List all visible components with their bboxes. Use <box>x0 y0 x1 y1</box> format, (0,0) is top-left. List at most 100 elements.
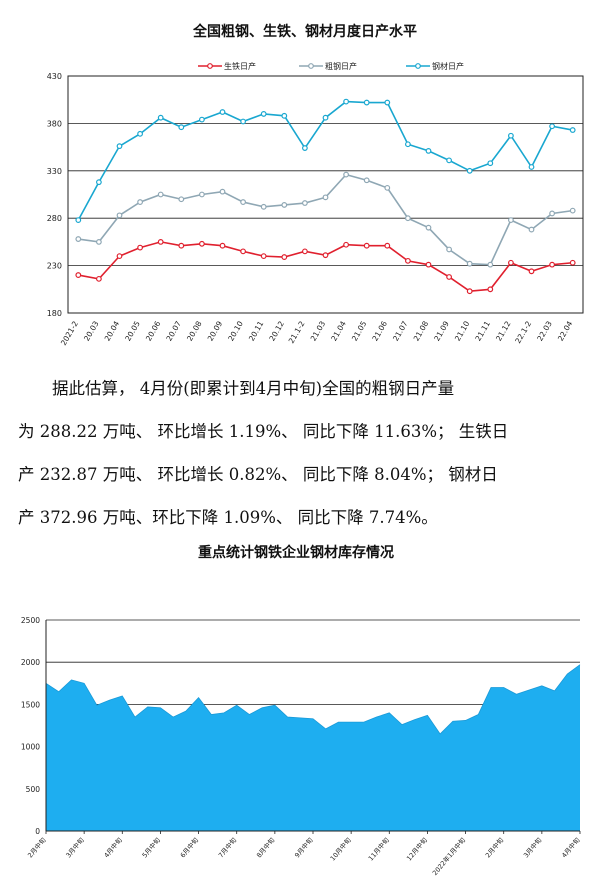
x-tick-label: 20.12 <box>267 319 286 342</box>
legend-label: 生铁日产 <box>224 61 256 71</box>
data-point <box>487 286 494 293</box>
chart-area-series <box>45 664 581 831</box>
analysis-paragraph: 据此估算， 4月份(即累计到4月中旬)全国的粗钢日产量 为 288.22 万吨、… <box>18 367 588 539</box>
data-point <box>528 268 535 275</box>
data-point <box>446 246 453 253</box>
x-tick-label: 20.07 <box>164 319 183 342</box>
x-tick-label: 12月中旬 <box>404 835 429 862</box>
data-point <box>343 98 350 105</box>
x-tick-label: 4月中旬 <box>102 835 124 859</box>
y-tick-label: 180 <box>47 309 62 318</box>
data-point <box>425 224 432 231</box>
x-tick-label: 21.04 <box>329 319 348 342</box>
data-point <box>281 254 288 260</box>
legend-marker <box>308 63 314 69</box>
data-point <box>569 127 576 133</box>
x-tick-label: 20.11 <box>247 319 266 342</box>
data-point <box>240 118 247 125</box>
data-point <box>75 272 82 278</box>
x-tick-label: 2月中旬 <box>483 835 505 859</box>
x-tick-label: 21.05 <box>350 319 369 342</box>
paragraph-line: 为 288.22 万吨、 环比增长 1.19%、 同比下降 11.63%； 生铁… <box>18 422 509 441</box>
x-tick-label: 20.08 <box>185 319 204 342</box>
data-point <box>363 99 370 106</box>
data-point <box>137 244 144 251</box>
x-tick-label: 2月中旬 <box>25 835 47 859</box>
y-tick-label: 1000 <box>21 743 40 752</box>
daily-output-line-chart: 全国粗钢、生铁、钢材月度日产水平 180 230 280 330 380 430 2021-… <box>47 23 584 347</box>
data-point <box>425 147 432 154</box>
inventory-area <box>46 664 580 831</box>
data-point <box>302 145 308 151</box>
x-tick-label: 21.06 <box>370 319 389 342</box>
data-point <box>95 238 102 245</box>
x-tick-label: 21.11 <box>473 319 492 342</box>
x-tick-label: 8月中旬 <box>254 835 276 859</box>
data-point <box>569 207 576 214</box>
x-tick-label: 6月中旬 <box>178 835 200 859</box>
data-point <box>260 203 267 210</box>
x-tick-label: 22.1-2 <box>513 319 533 345</box>
data-point <box>219 188 226 195</box>
data-point <box>116 253 123 260</box>
data-point <box>137 199 144 205</box>
data-point <box>384 242 391 249</box>
data-point <box>302 200 308 206</box>
legend-label: 粗钢日产 <box>325 61 357 71</box>
x-tick-label: 21.07 <box>391 319 410 342</box>
inventory-area-chart: 重点统计钢铁企业钢材库存情况 0 500 1000 1500 2000 2500 2月中旬 3… <box>21 544 582 877</box>
y-tick-label: 280 <box>47 214 62 223</box>
x-tick-label: 21.10 <box>453 319 472 342</box>
inventory-line <box>45 664 581 735</box>
chart-series <box>75 98 576 295</box>
x-tick-label: 20.04 <box>103 319 122 342</box>
x-tick-label: 3月中旬 <box>64 835 86 859</box>
data-point <box>281 202 288 208</box>
legend-label: 钢材日产 <box>432 61 464 71</box>
data-point <box>446 274 453 280</box>
y-tick-label: 500 <box>26 785 41 794</box>
data-point <box>178 124 185 131</box>
x-tick-label: 20.03 <box>82 319 101 342</box>
data-point <box>198 116 205 123</box>
chart-title: 重点统计钢铁企业钢材库存情况 <box>198 544 394 561</box>
x-tick-label: 21.08 <box>412 319 431 342</box>
data-point <box>343 171 350 178</box>
data-point <box>343 241 350 248</box>
data-point <box>322 194 329 201</box>
series-line <box>78 173 573 266</box>
x-tick-label: 5月中旬 <box>140 835 162 859</box>
data-point <box>198 191 205 198</box>
data-point <box>549 123 555 130</box>
data-point <box>322 114 329 121</box>
data-point <box>384 184 391 191</box>
x-tick-label: 21.12 <box>494 319 513 342</box>
x-tick-label: 10月中旬 <box>328 835 353 862</box>
data-point <box>508 217 514 223</box>
data-point <box>260 253 267 260</box>
data-point <box>302 248 308 255</box>
data-point <box>219 109 226 115</box>
data-point <box>157 191 164 198</box>
chart-legend: 生铁日产 粗钢日产 钢材日产 <box>198 61 464 71</box>
x-tick-label: 21.03 <box>309 319 328 342</box>
y-tick-label: 0 <box>35 827 40 836</box>
y-tick-label: 380 <box>47 119 62 128</box>
data-point <box>446 157 453 164</box>
data-point <box>95 179 102 186</box>
x-tick-label: 21.1-2 <box>287 319 307 345</box>
y-tick-label: 1500 <box>21 700 40 709</box>
data-point <box>178 242 185 249</box>
y-tick-label: 230 <box>47 262 62 271</box>
data-point <box>466 167 473 174</box>
data-point <box>178 196 185 203</box>
x-tick-label: 21.09 <box>432 319 451 342</box>
x-tick-label: 2022年1月中旬 <box>430 835 467 877</box>
data-point <box>75 217 82 223</box>
data-point <box>508 259 514 266</box>
y-tick-label: 2500 <box>21 616 40 625</box>
x-tick-label: 20.05 <box>123 319 142 342</box>
y-tick-label: 330 <box>47 167 62 176</box>
data-point <box>260 111 267 117</box>
legend-marker <box>415 63 421 69</box>
